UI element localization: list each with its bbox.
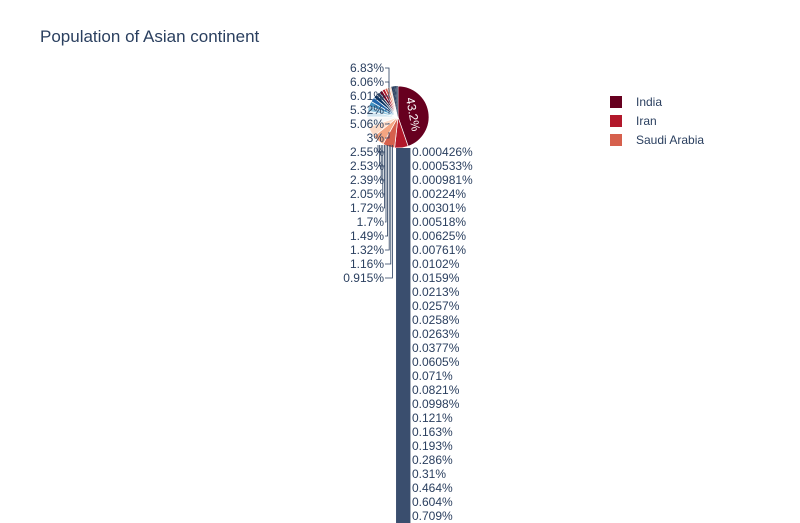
slice-label: 0.000981% [412,173,473,187]
slice-label: 1.32% [350,243,384,257]
leader-line [379,145,385,167]
leader-line [385,109,390,114]
leader-lines [377,67,411,523]
leader-line [385,95,390,105]
legend-item[interactable]: India [610,92,704,111]
slice-label: 0.464% [412,481,453,495]
slice-label: 0.00518% [412,215,466,229]
slice-label: 0.00301% [412,201,466,215]
leader-line [385,123,390,125]
slice-label: 3% [367,131,385,145]
slice-label: 1.49% [350,229,384,243]
legend-label: Iran [636,113,657,128]
slice-label: 0.0258% [412,313,460,327]
leader-line [385,145,392,265]
slice-label: 0.00224% [412,187,466,201]
slice-label: 0.0257% [412,299,460,313]
slice-label: 0.0605% [412,355,460,369]
legend: India Iran Saudi Arabia [610,92,704,149]
chart-title: Population of Asian continent [40,27,260,46]
pie-slice[interactable] [392,86,398,117]
pie-slice[interactable] [397,85,399,117]
pie-slices [366,85,430,149]
pie-slice[interactable] [397,86,398,117]
slice-label: 2.05% [350,187,384,201]
slice-label: 0.000426% [412,145,473,159]
slice-label: 6.06% [350,75,384,89]
pie-slice[interactable] [389,86,399,118]
leader-line [385,145,389,237]
pie-slice[interactable] [397,85,430,147]
slice-label: 0.286% [412,453,453,467]
slice-label: 0.00761% [412,243,466,257]
legend-swatch [610,95,622,108]
pie-slice[interactable] [396,86,398,117]
pie-slice[interactable] [396,86,398,117]
slice-label: 0.193% [412,439,453,453]
slice-label: 0.604% [412,495,453,509]
leader-line [385,132,390,139]
leader-line [385,81,390,96]
leader-line [383,145,385,209]
slice-label: 0.0213% [412,285,460,299]
slice-label: 0.915% [343,271,384,285]
slice-label: 0.709% [412,509,453,523]
slice-label: 6.01% [350,89,384,103]
slice-label: 0.00625% [412,229,466,243]
legend-item[interactable]: Saudi Arabia [610,130,704,149]
slice-label: 2.55% [350,145,384,159]
slice-label: 2.39% [350,173,384,187]
slice-label: 5.06% [350,117,384,131]
legend-item[interactable]: Iran [610,111,704,130]
slice-label: 0.000533% [412,159,473,173]
pie-slice[interactable] [395,86,398,117]
slice-label: 0.0377% [412,341,460,355]
slice-label: 1.72% [350,201,384,215]
slice-labels: 43.2% 6.83%6.06%6.01%5.32%5.06%3%2.55%2.5… [343,61,473,523]
pie-slice[interactable] [397,86,398,117]
slice-label: 0.163% [412,425,453,439]
slice-label: 1.16% [350,257,384,271]
slice-label: 0.0263% [412,327,460,341]
legend-label: Saudi Arabia [636,132,705,147]
slice-label: 2.53% [350,159,384,173]
pie-slice[interactable] [393,86,398,117]
slice-label: 6.83% [350,61,384,75]
pie-slice[interactable] [396,86,398,117]
slice-label: 0.0102% [412,257,460,271]
slice-label: 1.7% [357,215,385,229]
slice-label: 5.32% [350,103,384,117]
leader-line [385,67,390,87]
slice-label: 0.121% [412,411,453,425]
leader-line [385,145,390,251]
leader-line [380,145,385,181]
pie-slice[interactable] [391,86,398,117]
legend-swatch [610,114,622,127]
slice-label: 0.31% [412,467,446,481]
slice-label: 0.071% [412,369,453,383]
slice-label-inside: 43.2% [403,96,423,132]
slice-label: 0.0821% [412,383,460,397]
pie-slice[interactable] [394,86,398,117]
slice-label: 0.0159% [412,271,460,285]
leader-line [385,145,387,223]
slice-label: 0.0998% [412,397,460,411]
legend-swatch [610,133,622,146]
pie-slice[interactable] [396,86,398,117]
legend-label: India [636,94,663,109]
leader-line [385,145,393,279]
